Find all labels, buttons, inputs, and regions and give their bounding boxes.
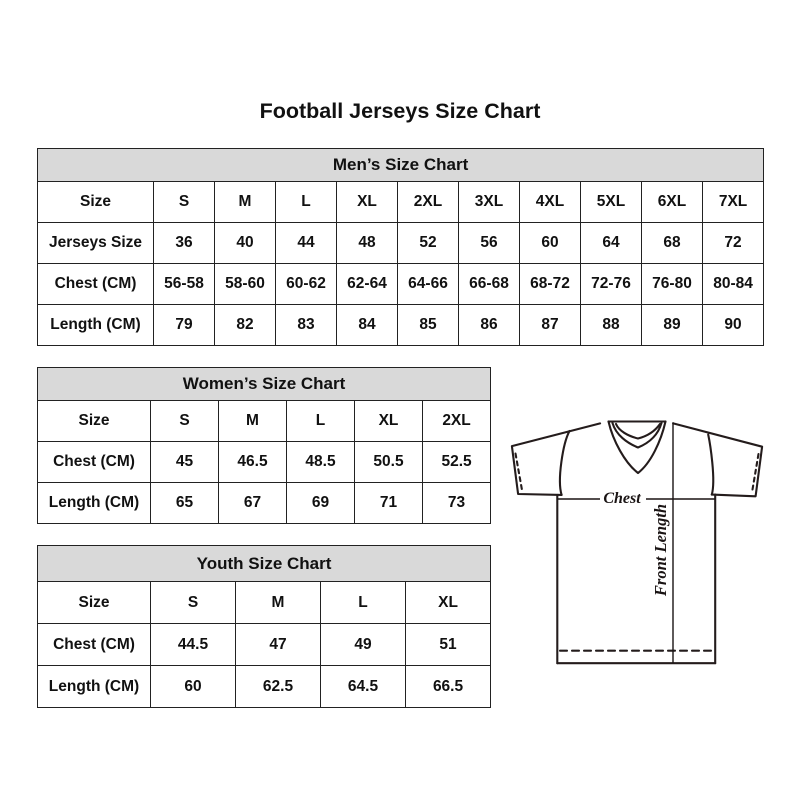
svg-text:Chest: Chest	[603, 490, 641, 507]
svg-text:Front Length: Front Length	[651, 504, 670, 597]
